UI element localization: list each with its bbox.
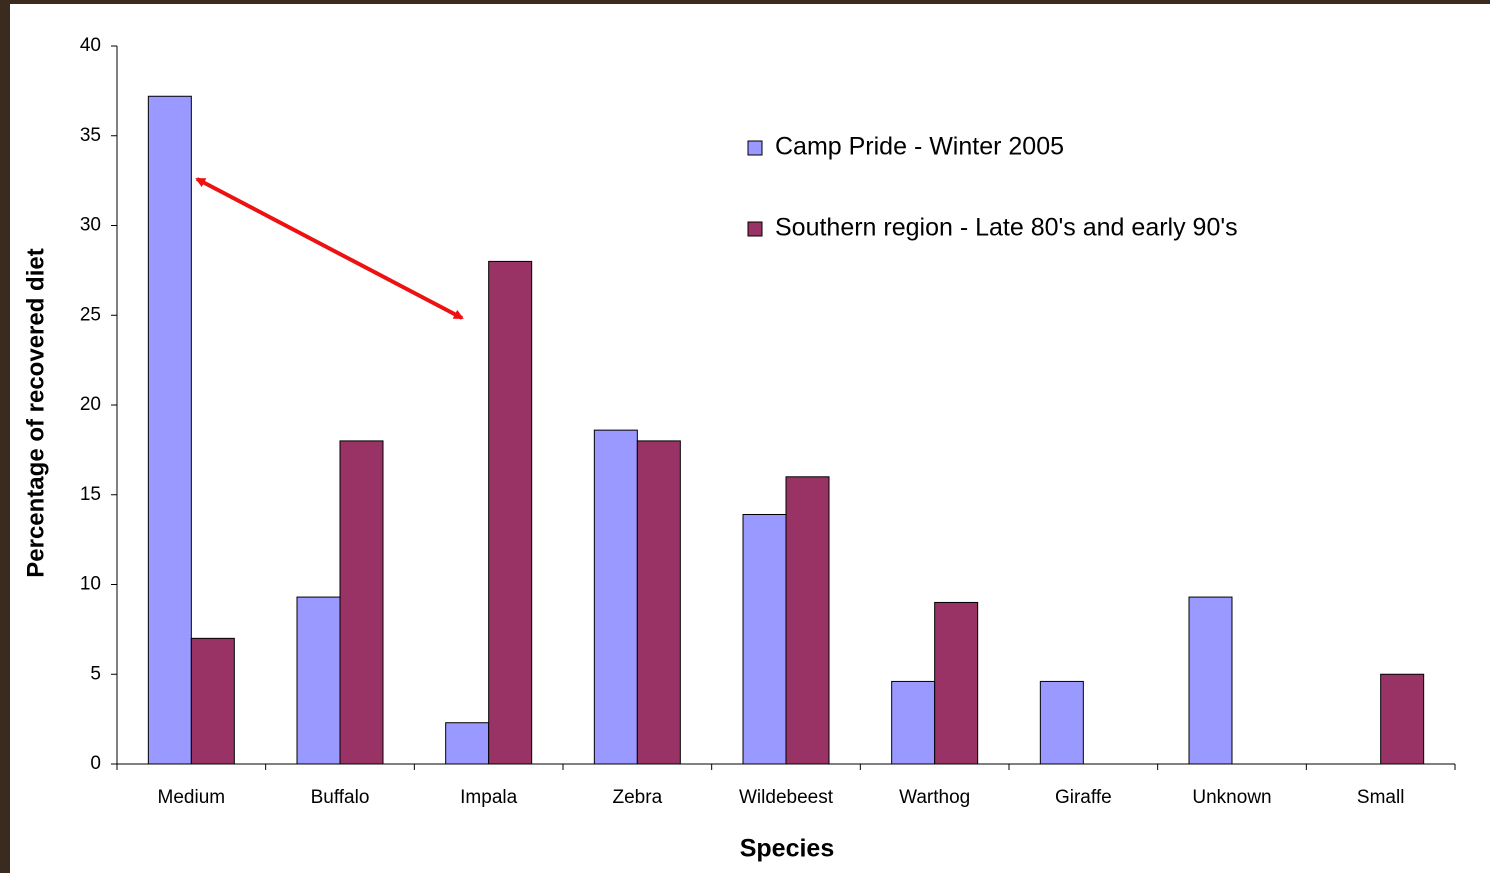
bar: [785, 476, 830, 765]
x-axis-title: Species: [740, 835, 835, 863]
y-tick-label: 25: [80, 304, 101, 325]
legend-swatch: [747, 221, 763, 237]
bar: [488, 260, 533, 765]
x-tick-label: Unknown: [1192, 787, 1271, 808]
bar: [445, 722, 490, 765]
legend-label: Southern region - Late 80's and early 90…: [775, 214, 1238, 242]
bar: [593, 429, 638, 765]
x-tick-label: Impala: [460, 787, 517, 808]
y-tick-label: 35: [80, 125, 101, 146]
x-tick-label: Giraffe: [1055, 787, 1112, 808]
y-tick-label: 40: [80, 35, 101, 56]
x-tick-label: Medium: [158, 787, 226, 808]
bar: [934, 601, 979, 765]
bar: [147, 95, 192, 765]
legend-swatch: [747, 140, 763, 156]
bar: [742, 513, 787, 765]
bar: [190, 637, 235, 765]
x-tick-label: Small: [1357, 787, 1405, 808]
y-tick-label: 15: [80, 484, 101, 505]
x-tick-label: Warthog: [899, 787, 970, 808]
y-tick-label: 20: [80, 394, 101, 415]
x-tick-label: Zebra: [613, 787, 663, 808]
y-tick-label: 10: [80, 574, 101, 595]
x-tick-label: Wildebeest: [739, 787, 834, 808]
x-tick-label: Buffalo: [311, 787, 370, 808]
y-axis-title: Percentage of recovered diet: [22, 248, 49, 577]
bar: [636, 440, 681, 765]
y-tick-label: 30: [80, 215, 101, 236]
bar: [1039, 680, 1084, 765]
legend-label: Camp Pride - Winter 2005: [775, 133, 1064, 161]
annotation-arrow: [195, 177, 464, 320]
y-tick-label: 0: [90, 753, 101, 774]
bar: [339, 440, 384, 765]
bar: [296, 596, 341, 765]
y-tick-label: 5: [90, 663, 101, 684]
bar: [891, 680, 936, 765]
bar: [1380, 673, 1425, 765]
bar: [1188, 596, 1233, 765]
